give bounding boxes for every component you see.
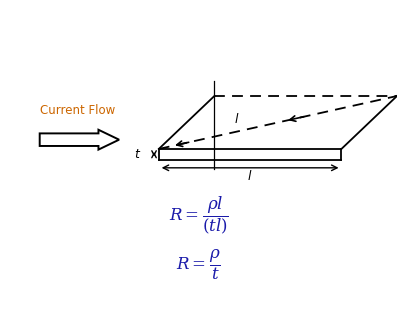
FancyArrow shape bbox=[40, 130, 119, 150]
Text: $l$: $l$ bbox=[247, 169, 253, 183]
Text: $t$: $t$ bbox=[134, 148, 141, 161]
Text: Current Flow: Current Flow bbox=[40, 104, 115, 117]
Text: $l$: $l$ bbox=[234, 112, 239, 125]
Text: $R = \dfrac{\rho}{t}$: $R = \dfrac{\rho}{t}$ bbox=[176, 248, 221, 282]
Text: $R = \dfrac{\rho l}{(tl)}$: $R = \dfrac{\rho l}{(tl)}$ bbox=[168, 194, 229, 236]
